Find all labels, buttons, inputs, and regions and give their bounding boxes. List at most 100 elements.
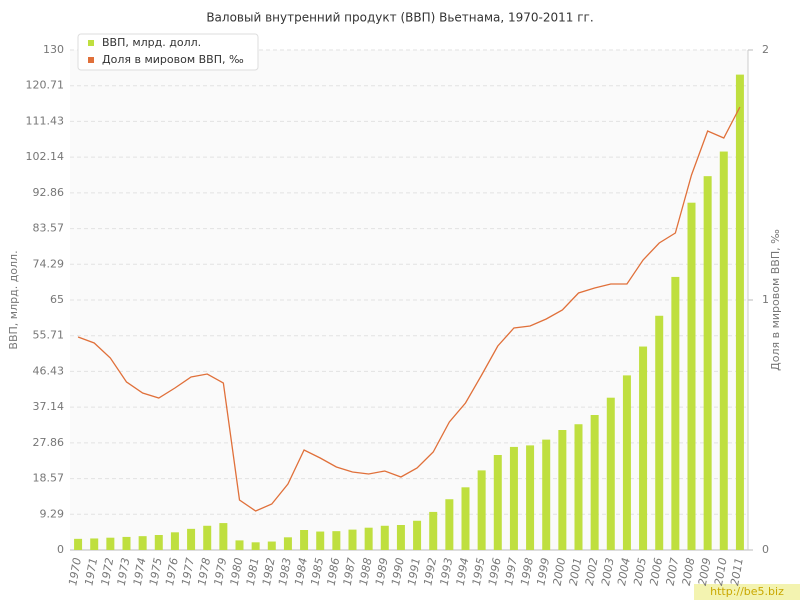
bar	[509, 446, 518, 550]
y2-tick-label: 0	[762, 543, 769, 556]
y-tick-label: 55.71	[33, 329, 65, 342]
chart-title: Валовый внутренний продукт (ВВП) Вьетнам…	[206, 11, 593, 25]
x-tick-label: 2006	[647, 557, 665, 587]
x-tick-label: 2008	[680, 557, 698, 587]
bar	[703, 176, 712, 550]
bar	[461, 487, 470, 550]
y-tick-label: 27.86	[33, 436, 65, 449]
bar	[655, 315, 664, 550]
legend-label: Доля в мировом ВВП, ‰	[102, 53, 244, 66]
bar	[74, 538, 83, 550]
y-tick-label: 65	[50, 293, 64, 306]
bar	[348, 529, 357, 550]
y-tick-label: 111.43	[26, 114, 65, 127]
x-tick-label: 1986	[325, 557, 343, 587]
x-tick-label: 1972	[99, 557, 117, 587]
x-tick-label: 2003	[599, 557, 617, 587]
x-tick-label: 1975	[147, 557, 165, 587]
bar	[267, 541, 276, 550]
y-tick-label: 130	[43, 43, 64, 56]
x-tick-label: 2010	[712, 557, 730, 587]
watermark: http://be5.biz	[710, 585, 784, 598]
x-tick-label: 1998	[518, 557, 536, 587]
bar	[429, 511, 438, 550]
x-tick-label: 1987	[341, 557, 359, 587]
y2-tick-label: 1	[762, 293, 769, 306]
bar	[122, 536, 131, 550]
bar	[364, 527, 373, 550]
x-tick-label: 1971	[82, 557, 100, 587]
x-tick-label: 1970	[66, 557, 84, 587]
y2-tick-label: 2	[762, 43, 769, 56]
y-tick-label: 74.29	[33, 257, 65, 270]
x-tick-label: 1976	[163, 557, 181, 587]
x-tick-label: 2005	[631, 557, 649, 587]
bar	[590, 415, 599, 550]
bar	[606, 397, 615, 550]
bar	[106, 537, 115, 550]
y-tick-label: 120.71	[26, 79, 65, 92]
watermark-bg	[694, 584, 800, 600]
x-tick-label: 1981	[244, 557, 262, 587]
bar	[639, 346, 648, 550]
bar	[622, 375, 631, 550]
bar	[558, 430, 567, 550]
bar	[687, 202, 696, 550]
bar	[251, 542, 260, 550]
x-tick-label: 1993	[438, 557, 456, 587]
y-tick-label: 37.14	[33, 400, 65, 413]
x-tick-label: 1979	[212, 557, 230, 587]
legend-swatch	[88, 57, 94, 63]
bar	[332, 531, 341, 550]
x-tick-label: 1991	[405, 557, 423, 587]
bar	[477, 470, 486, 550]
x-tick-label: 1995	[470, 557, 488, 587]
bar	[719, 151, 728, 551]
x-tick-label: 1978	[195, 557, 213, 587]
x-tick-label: 1973	[115, 557, 133, 587]
x-tick-label: 1980	[228, 557, 246, 587]
y-tick-label: 46.43	[33, 364, 65, 377]
x-tick-label: 1994	[454, 557, 472, 587]
bar	[219, 523, 228, 550]
y2-axis-label: Доля в мировом ВВП, ‰	[769, 229, 782, 371]
x-tick-label: 2001	[567, 557, 585, 587]
bar	[542, 439, 551, 550]
y-tick-label: 18.57	[33, 472, 65, 485]
line	[77, 106, 741, 512]
bar	[316, 531, 325, 550]
bar	[203, 525, 212, 550]
y-tick-label: 0	[57, 543, 64, 556]
x-tick-label: 1988	[357, 557, 375, 587]
bar	[526, 445, 535, 550]
x-tick-label: 1996	[486, 557, 504, 587]
x-tick-label: 1977	[179, 557, 197, 587]
bar	[493, 455, 502, 550]
x-tick-label: 1990	[389, 557, 407, 587]
x-tick-label: 1974	[131, 557, 149, 587]
x-tick-label: 1983	[276, 557, 294, 587]
x-tick-label: 1989	[373, 557, 391, 587]
bar	[300, 530, 309, 550]
legend-box	[77, 33, 259, 71]
legend: ВВП, млрд. долл. Доля в мировом ВВП, ‰	[77, 33, 259, 71]
bar	[445, 499, 454, 550]
bar	[735, 74, 744, 550]
bar	[154, 535, 163, 550]
x-tick-label: 1992	[421, 557, 439, 587]
bar	[283, 537, 292, 550]
y-tick-label: 92.86	[33, 186, 65, 199]
legend-label: ВВП, млрд. долл.	[102, 36, 201, 49]
bar	[671, 276, 680, 550]
x-tick-label: 2007	[664, 557, 682, 587]
y-tick-label: 83.57	[33, 222, 65, 235]
y-tick-label: 9.29	[40, 507, 65, 520]
bar	[90, 538, 99, 550]
x-tick-label: 1997	[502, 557, 520, 587]
bar	[138, 536, 147, 550]
y-tick-label: 102.14	[26, 150, 65, 163]
bar	[380, 525, 389, 550]
x-tick-label: 2004	[615, 557, 633, 587]
bar	[574, 424, 583, 550]
